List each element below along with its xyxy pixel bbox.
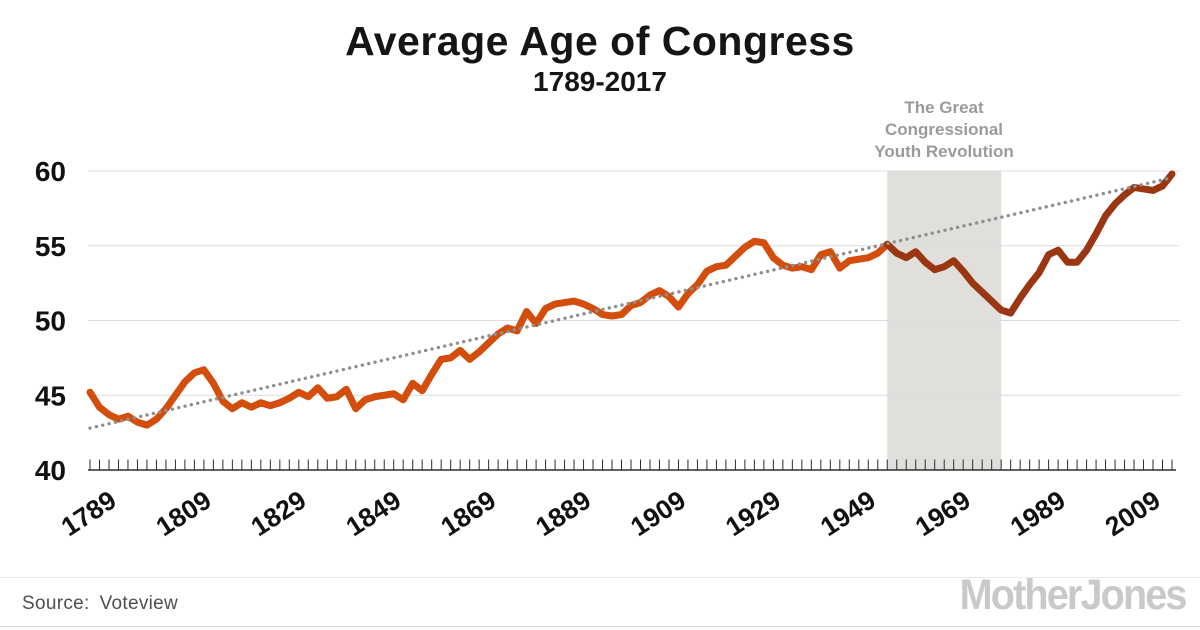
footer-divider (0, 577, 1200, 578)
x-tick-label: 1949 (815, 485, 881, 542)
y-tick-label: 55 (35, 231, 66, 262)
svg-text:1829: 1829 (246, 485, 312, 542)
svg-text:1929: 1929 (720, 485, 786, 542)
chart-subtitle: 1789-2017 (533, 66, 667, 97)
x-tick-label: 1789 (56, 485, 122, 542)
source-credit: Source: Voteview (22, 593, 178, 615)
y-tick-label: 40 (35, 455, 66, 486)
source-label: Source: (22, 593, 90, 614)
svg-text:1909: 1909 (625, 485, 691, 542)
x-tick-label: 1849 (340, 485, 406, 542)
chart-title: Average Age of Congress (345, 18, 855, 64)
x-tick-label: 1809 (151, 485, 217, 542)
x-tick-label: 1909 (625, 485, 691, 542)
x-tick-label: 1989 (1005, 485, 1071, 542)
y-tick-label: 60 (35, 156, 66, 187)
age-line-early (86, 237, 891, 429)
band-annotation-line: The Great (904, 98, 984, 117)
x-tick-label: 1829 (246, 485, 312, 542)
x-tick-label: 1869 (435, 485, 501, 542)
y-tick-label: 50 (35, 306, 66, 337)
band-annotation-line: Congressional (884, 120, 1004, 139)
svg-text:1849: 1849 (340, 485, 406, 542)
trend-line (88, 176, 1174, 430)
chart-header: Average Age of Congress 1789-2017 (0, 18, 1200, 98)
svg-text:1989: 1989 (1005, 485, 1071, 542)
y-tick-label: 45 (35, 380, 66, 411)
x-tick-label: 1889 (530, 485, 596, 542)
svg-text:2009: 2009 (1100, 485, 1166, 542)
source-value: Voteview (99, 593, 179, 614)
svg-text:1949: 1949 (815, 485, 881, 542)
band-annotation: The Great Congressional Youth Revolution (874, 97, 1013, 163)
x-tick-label: 1929 (720, 485, 786, 542)
svg-text:1869: 1869 (435, 485, 501, 542)
svg-text:1789: 1789 (56, 485, 122, 542)
age-line-late (883, 170, 1176, 317)
svg-text:1889: 1889 (530, 485, 596, 542)
band-annotation-line: Youth Revolution (874, 142, 1014, 161)
bottom-border (0, 626, 1200, 627)
x-tick-label: 1969 (910, 485, 976, 542)
svg-text:1969: 1969 (910, 485, 976, 542)
svg-text:1809: 1809 (151, 485, 217, 542)
mother-jones-logo: MotherJones (960, 571, 1188, 619)
x-tick-label: 2009 (1100, 485, 1166, 542)
